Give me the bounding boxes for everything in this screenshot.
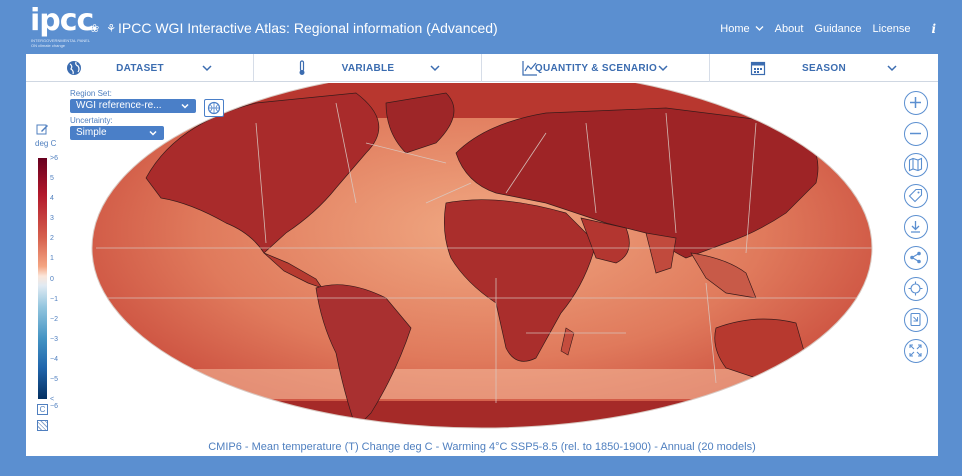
legend-unit: deg C [35,139,57,148]
south-america [315,284,412,428]
mobile-view-button[interactable] [904,308,928,332]
legend-tick: 3 [50,215,54,223]
nav-license[interactable]: License [872,23,911,35]
chevron-down-icon [202,65,212,72]
legend-tick: 0 [50,275,54,283]
chevron-down-icon [755,26,764,31]
map-layers-button[interactable] [904,153,928,177]
atlas-panel: DATASET VARIABLE QUANTITY & SCENARIO SEA… [26,54,938,456]
device-icon [910,312,921,327]
tag-icon [908,188,923,203]
map-border [91,83,873,429]
share-button[interactable] [904,246,928,270]
chevron-down-icon [658,65,668,72]
nav-home-label: Home [720,23,750,35]
southeast-asia [690,252,757,299]
world-map[interactable] [26,83,938,438]
arabia [580,217,630,264]
menu-quantity-scenario[interactable]: QUANTITY & SCENARIO [482,54,710,82]
region-set-select[interactable]: WGI reference-re... [70,99,196,113]
uncertainty-select[interactable]: Simple [70,126,164,140]
plus-icon [910,97,921,108]
map-caption: CMIP6 - Mean temperature (T) Change deg … [208,441,756,453]
legend-tick: 2 [50,235,54,243]
chevron-down-icon [181,103,189,109]
legend-tick: −4 [50,355,58,363]
legend-tick: 5 [50,175,54,183]
ipcc-logo-subtitle: INTERGOVERNMENTAL PANEL ON climate chang… [31,38,90,48]
hatching-toggle-button[interactable] [37,420,48,431]
menu-quantity-label: QUANTITY & SCENARIO [534,63,658,74]
download-button[interactable] [904,215,928,239]
nav-home[interactable]: Home [720,23,764,35]
india [645,232,677,274]
un-emblem-icons: ❀ ⚘ [90,23,119,35]
crosshair-icon [908,281,923,296]
top-header: ipcc INTERGOVERNMENTAL PANEL ON climate … [0,0,962,56]
globe-settings-icon [207,101,221,115]
menu-variable[interactable]: VARIABLE [254,54,482,82]
share-icon [910,251,921,264]
greenland [385,92,455,154]
ipcc-logo[interactable]: ipcc [30,3,94,38]
region-controls: Region Set: WGI reference-re... Uncertai… [70,89,224,140]
app-title: IPCC WGI Interactive Atlas: Regional inf… [118,20,498,36]
region-set-label: Region Set: [70,89,112,98]
nav-about[interactable]: About [774,23,804,35]
map-area[interactable]: Region Set: WGI reference-re... Uncertai… [26,83,938,438]
menu-variable-label: VARIABLE [341,63,395,74]
legend-tick: 4 [50,195,54,203]
legend-tick: >6 [50,155,58,162]
calendar-icon [750,61,766,76]
line-chart-icon [522,61,537,76]
menu-season-label: SEASON [801,63,847,74]
africa [444,199,597,362]
uncertainty-value: Simple [76,127,107,138]
edit-icon[interactable] [36,123,49,136]
tag-button[interactable] [904,184,928,208]
menu-dataset-label: DATASET [116,63,164,74]
legend-tick: −1 [50,295,58,303]
top-nav: Home About Guidance License i [720,22,936,36]
legend-tick: 1 [50,255,54,263]
menu-season[interactable]: SEASON [710,54,938,82]
map-icon [908,157,923,172]
fullscreen-button[interactable] [904,339,928,363]
legend-tick: −5 [50,375,58,383]
region-globe-button[interactable] [204,99,224,117]
thermometer-icon [299,60,305,75]
legend-tick: −2 [50,315,58,323]
nav-guidance[interactable]: Guidance [814,23,862,35]
chevron-down-icon [149,130,157,136]
southern-ocean-band [92,369,872,399]
zoom-in-button[interactable] [904,91,928,115]
minus-icon [910,132,921,135]
antarctic-band [92,401,872,428]
globe-icon [67,61,81,75]
fullscreen-icon [909,344,922,357]
uncertainty-label: Uncertainty: [70,116,113,125]
locate-button[interactable] [904,277,928,301]
legend-tick: < −6 [50,396,58,410]
color-bar [38,158,47,399]
clip-c-button[interactable]: C [37,404,48,415]
madagascar [560,327,575,356]
menu-dataset[interactable]: DATASET [26,54,254,82]
download-icon [911,221,920,233]
europe-asia [455,107,819,259]
zoom-out-button[interactable] [904,122,928,146]
info-icon[interactable]: i [931,22,936,36]
menu-bar: DATASET VARIABLE QUANTITY & SCENARIO SEA… [26,54,938,82]
chevron-down-icon [887,65,897,72]
region-set-value: WGI reference-re... [76,100,162,111]
chevron-down-icon [430,65,440,72]
legend-tick: −3 [50,335,58,343]
region-boundaries [92,102,872,403]
